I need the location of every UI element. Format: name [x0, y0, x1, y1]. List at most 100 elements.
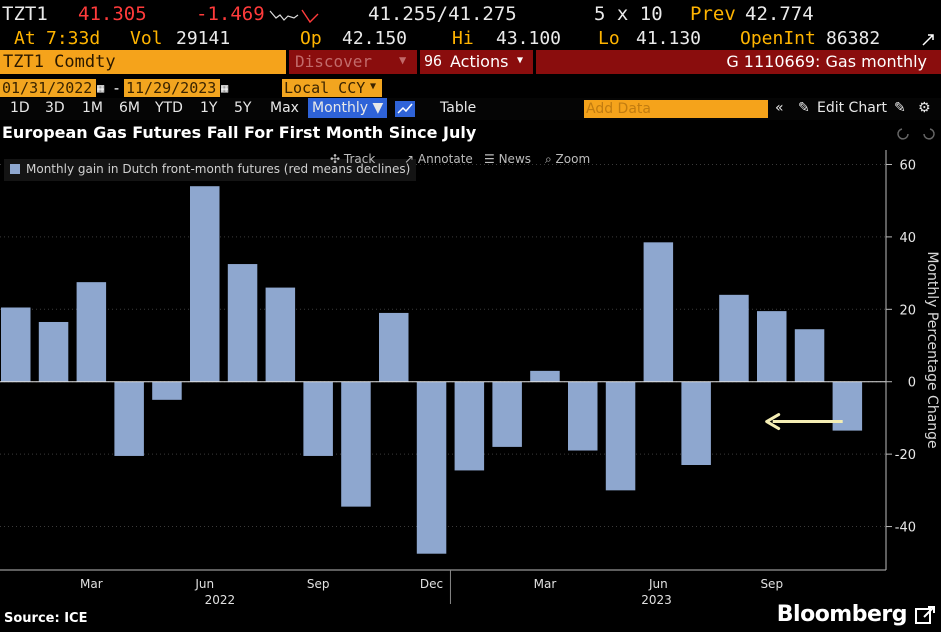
collapse-icon[interactable]: « — [775, 100, 784, 116]
bar — [1, 307, 31, 382]
range-1d[interactable]: 1D — [10, 100, 30, 116]
x-tick-label: Mar — [534, 577, 557, 591]
bar — [265, 287, 296, 382]
bid-ask: 41.255/41.275 — [368, 3, 517, 25]
news-label: News — [498, 152, 532, 166]
ticker[interactable]: TZT1 — [2, 3, 48, 25]
table-button[interactable]: Table — [440, 100, 477, 116]
y-tick-labels: 60 40 20 0 -20 -40 — [886, 158, 916, 536]
source-note: Source: ICE — [4, 611, 88, 626]
prev-value: 42.774 — [745, 3, 814, 25]
x-tick-label: Dec — [420, 577, 443, 591]
vol-label: Vol — [130, 28, 163, 49]
track-label: Track — [343, 152, 376, 166]
line-chart-icon[interactable] — [394, 100, 416, 118]
range-3d[interactable]: 3D — [45, 100, 65, 116]
bar-chart: 60 40 20 0 -20 -40 Mar Jun Sep Dec Mar Jun Sep 2022 2… — [0, 150, 940, 607]
discover-menu[interactable]: Discover ▼ — [289, 50, 417, 74]
actions-menu[interactable]: 96 Actions ▼ — [420, 50, 533, 74]
x-tick-label: Sep — [760, 577, 783, 591]
add-data-placeholder: Add Data — [586, 101, 651, 117]
start-date-field[interactable]: 01/31/2022 — [0, 79, 96, 97]
stats-line: At 7:33d Vol 29141 Op 42.150 Hi 43.100 L… — [0, 26, 941, 50]
time-value: 7:33d — [46, 28, 101, 49]
x-year-label: 2023 — [641, 593, 672, 607]
legend[interactable]: Monthly gain in Dutch front-month future… — [4, 159, 417, 181]
chevron-down-icon: ▼ — [399, 53, 407, 67]
vol-value: 29141 — [176, 28, 231, 49]
frequency-value: Monthly — [312, 100, 369, 116]
annotate-icon: ↗ — [404, 152, 418, 166]
legend-label: Monthly gain in Dutch front-month future… — [26, 162, 411, 176]
y-axis-label: Monthly Percentage Change — [924, 251, 940, 448]
edit-icon[interactable]: ✎ — [894, 100, 906, 116]
range-ytd[interactable]: YTD — [155, 100, 183, 116]
range-max[interactable]: Max — [270, 100, 299, 116]
arrow-head — [765, 413, 781, 431]
bar — [530, 370, 560, 382]
command-bar: TZT1 Comdty Discover ▼ 96 Actions ▼ G 11… — [0, 50, 941, 74]
settings-icon[interactable]: ⚙ — [918, 100, 931, 116]
news-tool[interactable]: ☰ News — [484, 152, 531, 166]
net-change: -1.469 — [196, 3, 265, 25]
chart-title: European Gas Futures Fall For First Mont… — [2, 123, 477, 142]
range-5y[interactable]: 5Y — [234, 100, 252, 116]
undo-redo-icons[interactable] — [896, 124, 936, 142]
x-year-label: 2022 — [205, 593, 236, 607]
external-link-icon[interactable] — [914, 605, 938, 627]
calendar-icon[interactable]: ▦ — [97, 81, 105, 95]
range-6m[interactable]: 6M — [119, 100, 140, 116]
frequency-select[interactable]: Monthly ▼ — [308, 98, 388, 118]
x-tick-labels: Mar Jun Sep Dec Mar Jun Sep 2022 2023 — [80, 570, 783, 607]
annotate-tool[interactable]: ↗ Annotate — [404, 152, 473, 166]
bar — [492, 381, 522, 447]
chevron-down-icon: ▼ — [517, 55, 524, 66]
range-1y[interactable]: 1Y — [200, 100, 218, 116]
open-value: 42.150 — [342, 28, 408, 49]
end-date-field[interactable]: 11/29/2023 — [124, 79, 220, 97]
openint-value: 86382 — [826, 28, 881, 49]
zoom-label: Zoom — [555, 152, 591, 166]
bar — [341, 381, 371, 507]
security-field[interactable]: TZT1 Comdty — [0, 50, 286, 74]
high-value: 43.100 — [496, 28, 562, 49]
security-label: TZT1 Comdty — [3, 52, 116, 72]
x-tick-label: Jun — [194, 577, 214, 591]
bar — [757, 311, 787, 382]
range-1m[interactable]: 1M — [82, 100, 103, 116]
actions-icon: 96 — [424, 52, 443, 70]
date-separator: - — [112, 79, 122, 97]
at-label: At — [14, 28, 36, 49]
sparkline-icon — [269, 9, 319, 24]
track-tool[interactable]: ✣ Track — [330, 152, 375, 166]
zoom-tool[interactable]: ⌕ Zoom — [545, 152, 590, 167]
openint-label: OpenInt — [740, 28, 816, 49]
bars — [1, 186, 863, 554]
bar — [794, 329, 825, 382]
zoom-icon: ⌕ — [545, 152, 556, 166]
bar — [681, 381, 711, 465]
add-data-input[interactable]: Add Data — [584, 100, 768, 118]
bar — [568, 381, 598, 451]
x-tick-label: Mar — [80, 577, 103, 591]
currency-select[interactable]: Local CCY ▼ — [282, 79, 382, 97]
bloomberg-logo: Bloomberg — [776, 602, 908, 627]
chart-id-banner: G 1110669: Gas monthly — [536, 50, 941, 74]
x-tick-label: Jun — [648, 577, 668, 591]
x-tick-label: Sep — [307, 577, 330, 591]
pencil-icon[interactable]: ✎ — [798, 100, 810, 116]
expand-icon[interactable] — [920, 32, 938, 48]
bar — [152, 381, 182, 400]
edit-chart-button[interactable]: Edit Chart — [817, 100, 888, 116]
high-label: Hi — [452, 28, 474, 49]
calendar-icon[interactable]: ▦ — [221, 81, 229, 95]
bar — [227, 264, 258, 382]
redo-icon — [923, 128, 935, 140]
low-label: Lo — [598, 28, 620, 49]
bar — [76, 282, 107, 382]
discover-label: Discover — [295, 52, 373, 71]
start-date-value: 01/31/2022 — [2, 79, 93, 97]
bar — [832, 381, 863, 431]
y-tick-label: 0 — [908, 376, 916, 391]
chart-id: G 1110669: Gas monthly — [726, 52, 927, 71]
